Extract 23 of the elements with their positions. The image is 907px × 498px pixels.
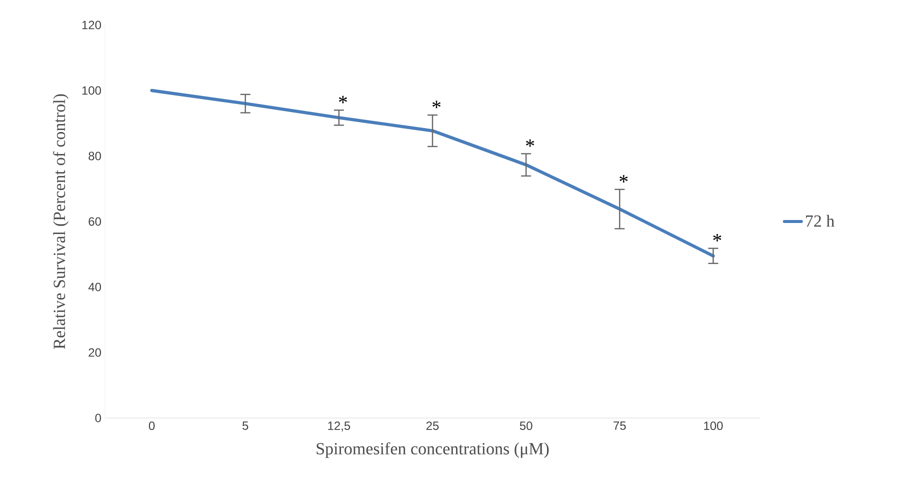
x-tick-label: 50 [520,422,532,430]
x-tick-label: 75 [614,422,626,430]
line-series [150,88,715,258]
x-tick-label: 100 [704,422,723,430]
annotation: * [432,100,441,108]
annotation: * [338,96,347,104]
annotation: * [713,234,722,242]
x-tick-label: 0 [148,422,155,430]
y-axis-title: Relative Survival (Percent of control) [52,94,69,349]
annotation: * [526,139,534,147]
y-tick-label: 60 [88,217,102,226]
y-tick-label: 0 [95,414,102,422]
y-tick-label: 100 [82,86,101,95]
y-tick-label: 40 [88,282,102,292]
x-tick-label: 12,5 [328,422,350,432]
annotation: * [620,175,628,182]
x-tick-label: 5 [242,422,248,430]
y-tick-label: 20 [88,348,102,357]
legend-label: 72 h [806,214,834,227]
x-tick-label: 25 [426,422,439,430]
y-tick-label: 80 [88,152,102,160]
y-tick-label: 120 [82,20,101,30]
x-axis-title: Spiromesifen concentrations (μM) [316,442,549,458]
